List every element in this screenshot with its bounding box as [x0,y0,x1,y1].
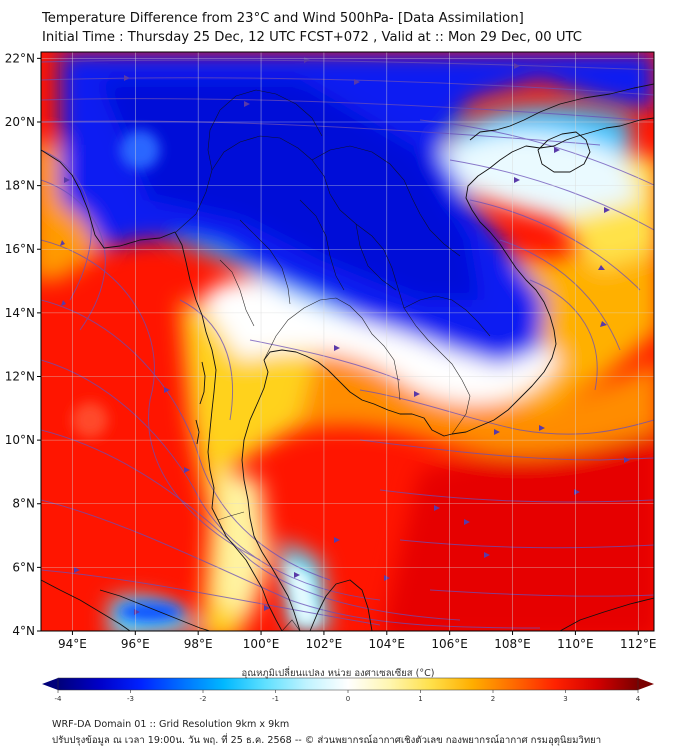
country-borders [175,89,491,631]
lon-label: 106°E [431,637,468,651]
footer-model-info: WRF-DA Domain 01 :: Grid Resolution 9km … [52,719,290,730]
temperature-field [41,52,654,631]
lat-label: 12°N [5,369,35,383]
colorbar-min-arrow [42,678,58,690]
colorbar-tick-label: -2 [200,695,207,703]
colorbar-tick-label: 1 [418,695,422,703]
lat-label: 14°N [5,306,35,320]
lat-label: 18°N [5,179,35,193]
colorbar-tick-label: -4 [55,695,63,703]
lat-label: 16°N [5,242,35,256]
lon-label: 110°E [557,637,594,651]
lat-label: 8°N [12,497,35,511]
lat-label: 10°N [5,433,35,447]
colorbar-tick-label: -1 [272,695,279,703]
footer-update-info: ปรับปรุงข้อมูล ณ เวลา 19:00น. วัน พฤ. ที… [52,735,602,746]
colorbar-tick-label: 3 [563,695,567,703]
lon-label: 102°E [306,637,343,651]
map-frame [40,51,655,632]
lat-label: 6°N [12,560,35,574]
colorbar-tick-label: 2 [491,695,495,703]
lon-label: 112°E [620,637,657,651]
lat-label: 4°N [12,624,35,638]
colorbar-tick-label: -3 [127,695,134,703]
wind-arrowheads [60,57,630,615]
lon-label: 98°E [184,637,213,651]
colorbar-tick-label: 0 [346,695,350,703]
lon-label: 96°E [121,637,150,651]
longitude-labels: 94°E 96°E 98°E 100°E 102°E 104°E 106°E 108°E 110… [58,631,657,651]
colorbar-bar [58,678,638,690]
colorbar-max-arrow [638,678,654,690]
colorbar: -4 -3 -2 -1 0 1 2 3 4 [42,677,654,703]
colorbar-title: อุณหภูมิเปลี่ยนแปลง หน่วย องศาเซลเซียส (… [241,668,435,679]
graticule [41,52,654,631]
lon-label: 108°E [494,637,531,651]
lon-label: 100°E [243,637,280,651]
lon-label: 104°E [369,637,406,651]
colorbar-tick-label: 4 [636,695,641,703]
map-title-line1: Temperature Difference from 23°C and Win… [42,11,524,26]
map-title-line2: Initial Time : Thursday 25 Dec, 12 UTC F… [42,30,582,45]
lat-label: 22°N [5,51,35,65]
latitude-labels: 22°N 20°N 18°N 16°N 14°N 12°N 10°N 8°N 6°N 4°N [5,51,41,638]
lon-label: 94°E [58,637,87,651]
lat-label: 20°N [5,115,35,129]
coastlines [41,83,654,631]
